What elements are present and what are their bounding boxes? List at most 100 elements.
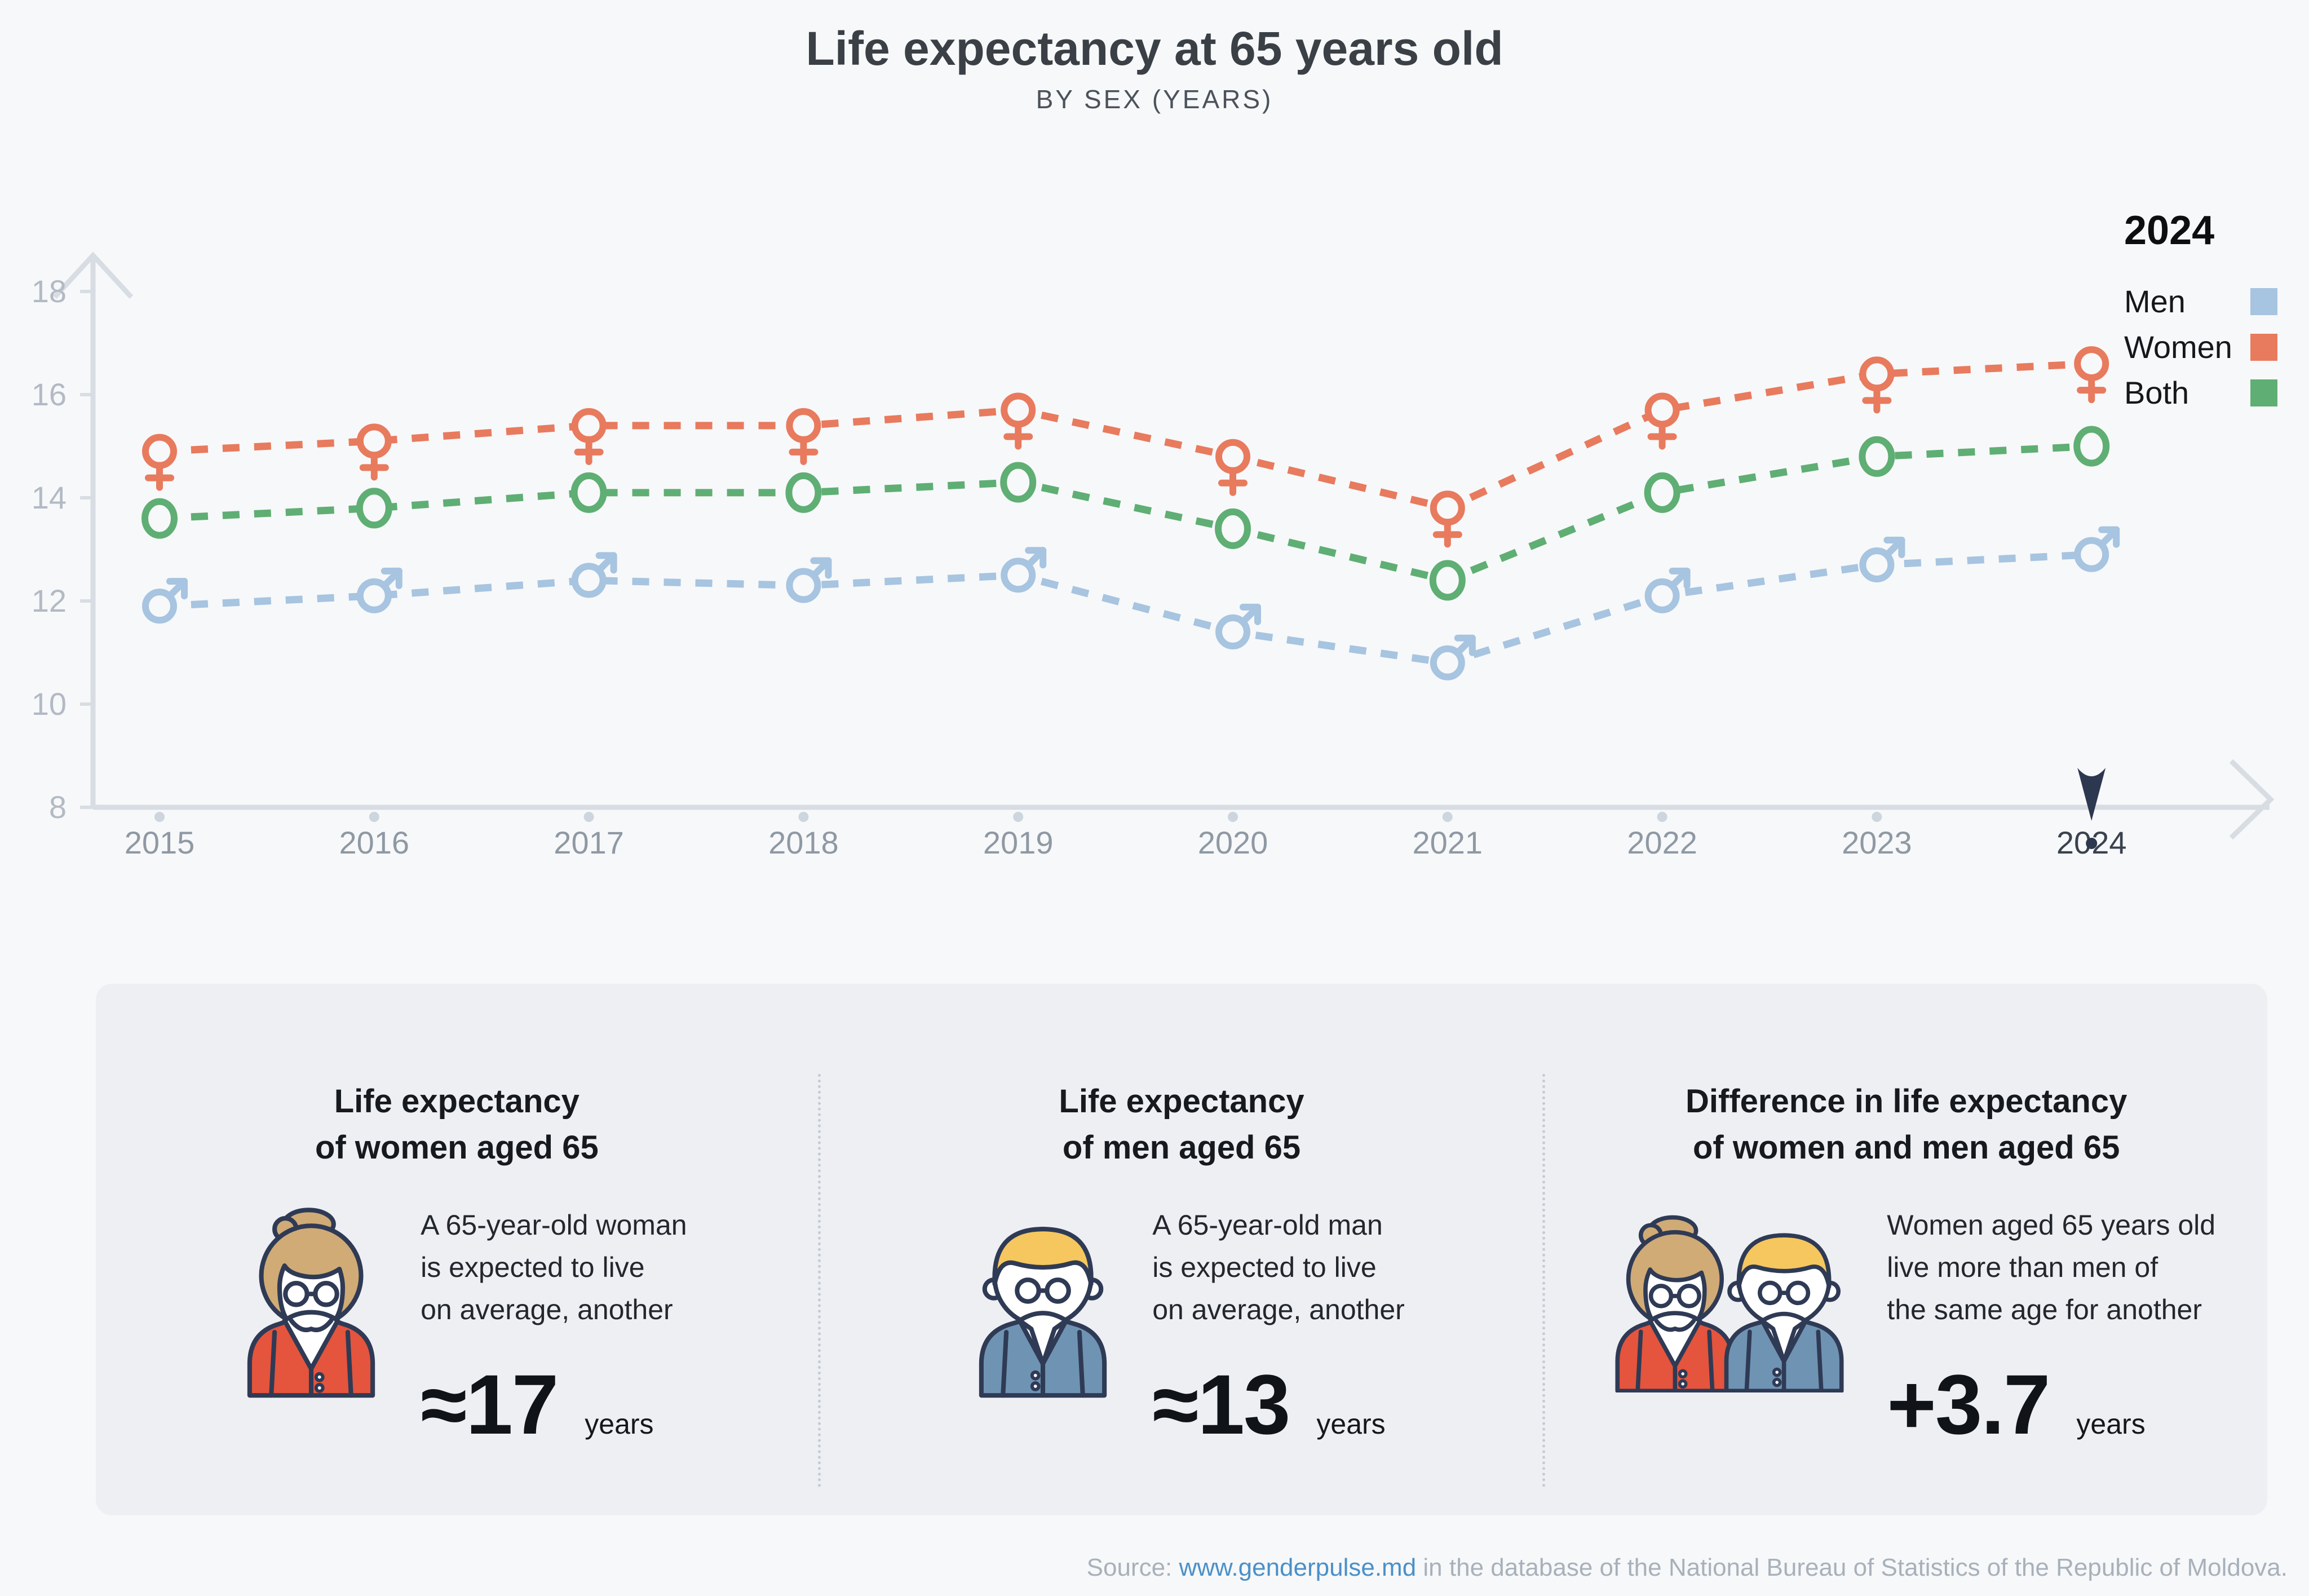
point-men-2019	[1001, 547, 1047, 593]
current-year-pointer-dot	[2086, 838, 2098, 849]
page-subtitle: BY SEX (YEARS)	[1036, 85, 1273, 114]
card-body-line: the same age for another	[1887, 1293, 2202, 1325]
x-axis-arrow	[2229, 759, 2275, 840]
legend-year: 2024	[2124, 208, 2215, 253]
point-women-2017	[571, 408, 607, 465]
card-body-line: A 65-year-old woman	[421, 1209, 687, 1241]
point-women-2018	[786, 408, 821, 465]
point-both-2020	[1215, 508, 1251, 549]
point-men-2017	[571, 552, 617, 598]
point-both-2017	[570, 472, 607, 513]
point-both-2019	[1000, 462, 1037, 503]
point-both-2021	[1429, 560, 1466, 601]
legend-label: Both	[2124, 375, 2189, 410]
stat-card-difference: Difference in life expectancy of women a…	[1545, 984, 2267, 1515]
x-tick-label-2020: 2020	[1198, 825, 1268, 860]
stat-unit: years	[1316, 1408, 1386, 1440]
point-men-2016	[356, 567, 402, 613]
x-axis-dot	[1013, 812, 1024, 822]
x-tick-label-2023: 2023	[1842, 825, 1912, 860]
x-tick-label-2022: 2022	[1627, 825, 1697, 860]
x-axis-dot	[1872, 812, 1882, 822]
y-tick-label: 16	[32, 377, 67, 412]
card-heading-difference: Difference in life expectancy of women a…	[1545, 1078, 2267, 1171]
point-women-2024	[2074, 346, 2109, 404]
point-both-2022	[1644, 472, 1680, 513]
x-axis-dot	[369, 812, 379, 822]
point-women-2015	[142, 434, 177, 491]
stat-value-difference: +3.7	[1887, 1356, 2050, 1452]
point-men-2024	[2074, 526, 2120, 572]
source-note: Source: www.genderpulse.md in the databa…	[1087, 1554, 2288, 1582]
stat-unit: years	[2076, 1408, 2146, 1440]
x-tick-label-2015: 2015	[125, 825, 195, 860]
point-men-2018	[786, 557, 832, 603]
stat-unit: years	[585, 1408, 654, 1440]
point-men-2015	[142, 578, 188, 624]
card-body-line: on average, another	[421, 1293, 673, 1325]
legend-swatch-women	[2250, 333, 2277, 361]
legend-swatch-both	[2250, 379, 2277, 406]
x-axis-dot	[583, 812, 594, 822]
point-both-2018	[785, 472, 822, 513]
woman-avatar	[227, 1204, 396, 1400]
point-women-2022	[1644, 392, 1680, 450]
point-both-2024	[2073, 426, 2110, 467]
x-tick-label-2021: 2021	[1413, 825, 1483, 860]
point-men-2020	[1215, 603, 1261, 649]
card-heading-line: Difference in life expectancy	[1686, 1083, 2127, 1120]
point-both-2015	[141, 498, 178, 539]
y-tick-label: 12	[32, 583, 67, 618]
x-tick-label-2017: 2017	[554, 825, 624, 860]
card-body-line: A 65-year-old man	[1152, 1209, 1383, 1241]
card-heading-line: of men aged 65	[1062, 1129, 1301, 1166]
y-tick-label: 10	[32, 686, 67, 722]
legend-label: Women	[2124, 329, 2232, 365]
point-men-2022	[1644, 567, 1691, 613]
card-body-line: on average, another	[1152, 1293, 1405, 1325]
card-divider	[1542, 1074, 1546, 1487]
card-heading-line: of women and men aged 65	[1692, 1129, 2120, 1166]
point-men-2021	[1430, 634, 1476, 680]
legend-items: Men Women Both	[2124, 283, 2277, 411]
y-tick-label: 14	[32, 480, 67, 515]
legend-item-both: Both	[2124, 374, 2277, 411]
legend-item-women: Women	[2124, 329, 2277, 365]
stat-card-men: Life expectancy of men aged 65 A 65-year…	[821, 984, 1543, 1515]
x-axis-dot	[154, 812, 165, 822]
card-body-line: is expected to live	[1152, 1251, 1377, 1283]
point-women-2019	[1001, 392, 1036, 450]
x-tick-label-2024: 2024	[2056, 825, 2127, 860]
series-line-men	[159, 551, 2092, 667]
source-prefix: Source:	[1086, 1554, 1179, 1581]
card-body-line: Women aged 65 years old	[1887, 1209, 2216, 1241]
page-title: Life expectancy at 65 years old	[806, 22, 1503, 75]
point-men-2023	[1859, 536, 1905, 582]
legend-label: Men	[2124, 284, 2186, 319]
series-line-women	[159, 360, 2092, 512]
card-heading-line: Life expectancy	[1059, 1083, 1304, 1120]
x-tick-label-2018: 2018	[768, 825, 839, 860]
man-avatar	[958, 1204, 1127, 1400]
card-body-line: live more than men of	[1887, 1251, 2158, 1283]
stat-card-women: Life expectancy of women aged 65 A 65-ye…	[96, 984, 818, 1515]
card-heading-men: Life expectancy of men aged 65	[821, 1078, 1543, 1171]
x-axis-dot	[798, 812, 809, 822]
point-both-2023	[1859, 436, 1895, 477]
line-chart: 8 10 12 14 16 18 2015 2016 2017 2018 2019 2020 2021 2…	[32, 251, 2275, 860]
legend-item-men: Men	[2124, 283, 2277, 320]
source-suffix: in the database of the National Bureau o…	[1416, 1554, 2288, 1581]
source-link[interactable]: www.genderpulse.md	[1179, 1554, 1417, 1581]
card-heading-line: Life expectancy	[334, 1083, 580, 1120]
legend-swatch-men	[2250, 288, 2277, 315]
card-heading-women: Life expectancy of women aged 65	[96, 1078, 818, 1171]
point-women-2020	[1215, 439, 1250, 496]
stats-panel: Life expectancy of women aged 65 A 65-ye…	[96, 984, 2267, 1515]
stat-value-women: ≈17	[421, 1356, 559, 1452]
x-tick-label-2016: 2016	[339, 825, 410, 860]
current-year-pointer-icon	[2077, 768, 2106, 821]
header: Life expectancy at 65 years old BY SEX (…	[0, 21, 2309, 114]
card-divider	[817, 1074, 821, 1487]
point-women-2023	[1859, 356, 1895, 414]
